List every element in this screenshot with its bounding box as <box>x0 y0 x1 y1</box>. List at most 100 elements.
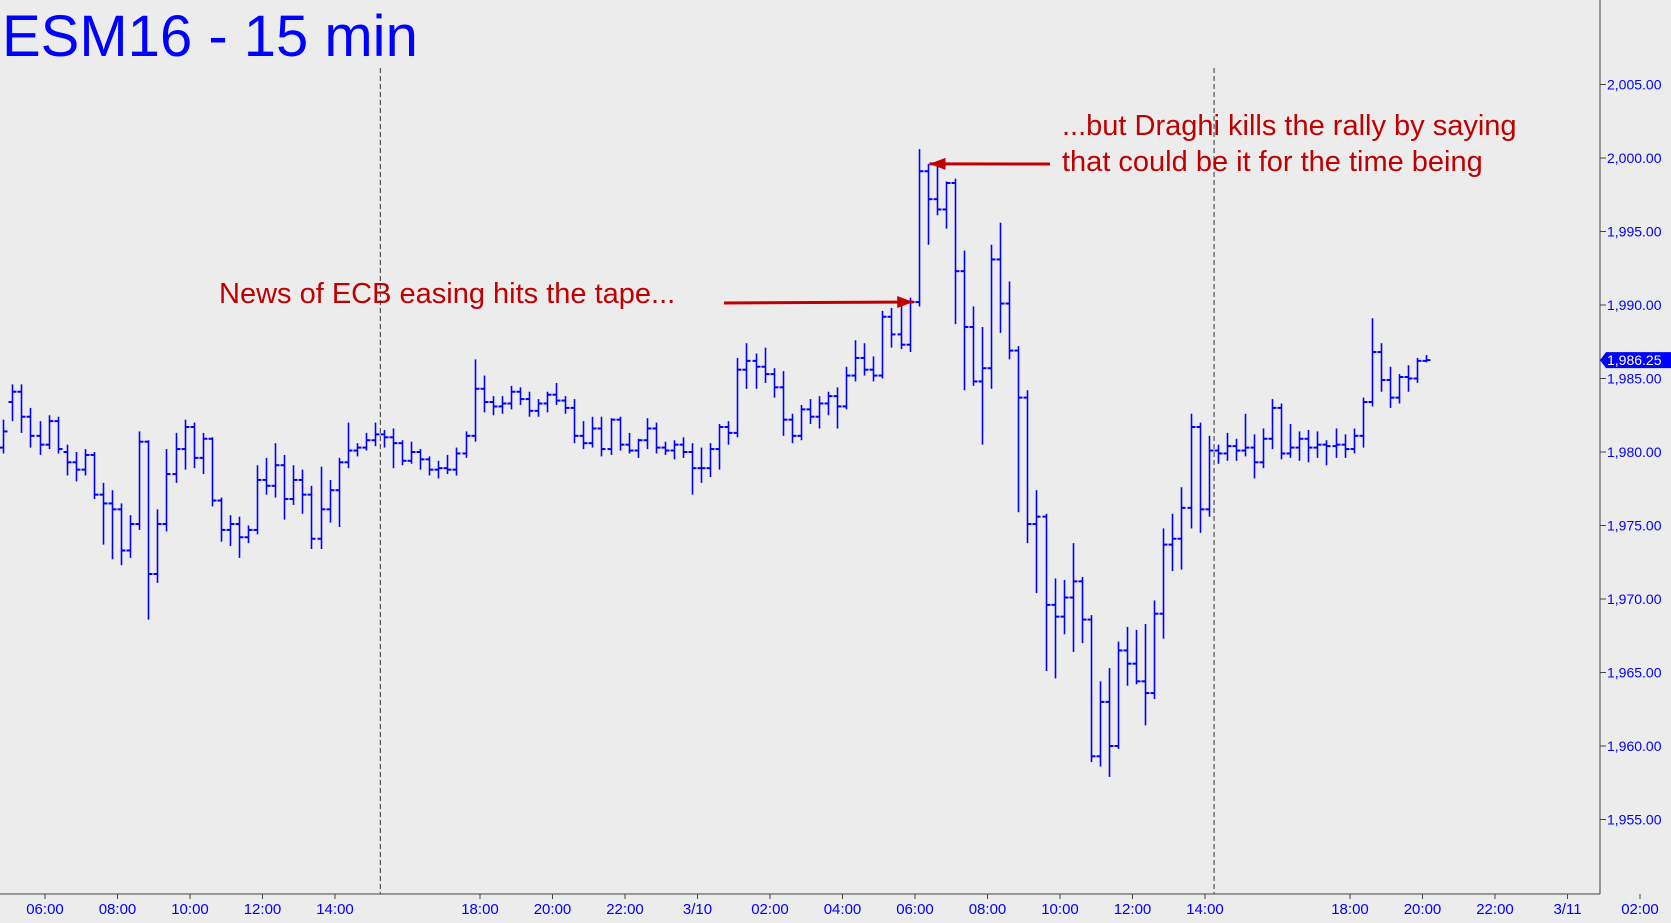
ohlc-bar <box>54 416 63 454</box>
ohlc-bar <box>1014 346 1023 513</box>
annotation: ...but Draghi kills the rally by saying t… <box>929 110 1517 178</box>
ohlc-bar <box>1177 487 1186 570</box>
ohlc-bar <box>135 431 144 530</box>
ohlc-bar <box>72 452 81 482</box>
ohlc-bar <box>489 396 498 416</box>
x-tick-label: 14:00 <box>1186 901 1224 918</box>
ohlc-bar <box>851 340 860 382</box>
x-tick-label: 08:00 <box>99 901 137 918</box>
ohlc-bar <box>1241 413 1250 457</box>
y-tick-label: 1,965.00 <box>1607 665 1662 681</box>
y-tick-label: 1,990.00 <box>1607 297 1662 313</box>
ohlc-bar <box>8 384 17 422</box>
ohlc-bar <box>543 391 552 413</box>
ohlc-bar <box>117 503 126 566</box>
ohlc-bar <box>90 452 99 500</box>
x-tick-label: 08:00 <box>969 901 1007 918</box>
ohlc-bar <box>1304 429 1313 463</box>
ohlc-bar <box>1023 390 1032 544</box>
ohlc-bar <box>1187 413 1196 529</box>
ohlc-bar <box>226 515 235 547</box>
annotation-arrowhead <box>897 296 914 309</box>
ohlc-bar <box>253 465 262 535</box>
y-tick-label: 1,975.00 <box>1607 518 1662 534</box>
ohlc-bar <box>1078 576 1087 644</box>
ohlc-bar <box>1214 444 1223 464</box>
ohlc-bar <box>1005 281 1014 360</box>
x-tick-label: 12:00 <box>244 901 282 918</box>
y-tick-label: 1,995.00 <box>1607 224 1662 240</box>
ohlc-bar <box>1123 626 1132 686</box>
ohlc-bar <box>616 416 625 451</box>
ohlc-bar <box>1114 641 1123 749</box>
ohlc-bar <box>752 353 761 389</box>
ohlc-bar <box>643 418 652 450</box>
ohlc-bar <box>262 457 271 495</box>
ohlc-bar <box>434 460 443 479</box>
ohlc-bar <box>588 416 597 448</box>
ohlc-bar <box>742 343 751 389</box>
ohlc-bar <box>452 447 461 476</box>
x-tick-label: 04:00 <box>824 901 862 918</box>
ohlc-bar <box>869 356 878 382</box>
ohlc-bar <box>1096 681 1105 767</box>
ohlc-bar <box>289 465 298 505</box>
ohlc-bar <box>1377 343 1386 392</box>
x-tick-label: 14:00 <box>316 901 354 918</box>
ohlc-bar <box>1313 431 1322 458</box>
ohlc-bar <box>81 449 90 476</box>
ohlc-bar <box>1250 434 1259 479</box>
ohlc-bar <box>978 327 987 445</box>
ohlc-bar <box>761 347 770 383</box>
ohlc-bar <box>1322 440 1331 466</box>
ohlc-bar <box>933 160 942 216</box>
ohlc-bar <box>534 399 543 417</box>
ohlc-bar <box>969 306 978 386</box>
ohlc-bar <box>190 422 199 469</box>
ohlc-bars <box>0 149 1431 777</box>
ohlc-bar <box>670 440 679 460</box>
ohlc-bar <box>407 441 416 464</box>
ohlc-bar <box>126 515 135 558</box>
ohlc-bar <box>561 396 570 414</box>
ohlc-bar <box>1168 513 1177 572</box>
ohlc-bar <box>1069 543 1078 652</box>
ohlc-bar <box>951 178 960 325</box>
ohlc-bar <box>634 438 643 458</box>
ohlc-bar <box>878 310 887 379</box>
x-tick-label: 3/11 <box>1553 901 1581 918</box>
ohlc-bar <box>770 368 779 398</box>
x-tick-label: 02:00 <box>751 901 789 918</box>
x-tick-label: 18:00 <box>461 901 499 918</box>
ohlc-bar <box>498 396 507 414</box>
annotation-text: ...but Draghi kills the rally by saying <box>1062 110 1517 142</box>
ohlc-bar <box>887 307 896 348</box>
x-tick-label: 20:00 <box>1404 901 1442 918</box>
annotations: News of ECB easing hits the tape... ...bu… <box>219 110 1517 310</box>
ohlc-bar <box>36 421 45 455</box>
ohlc-bar <box>833 387 842 429</box>
ohlc-bar <box>1368 318 1377 407</box>
x-tick-label: 22:00 <box>1476 901 1514 918</box>
ohlc-bar <box>416 449 425 470</box>
ohlc-bar <box>1042 513 1051 672</box>
ohlc-bar <box>1232 438 1241 461</box>
ohlc-bar <box>244 525 253 544</box>
ohlc-bar <box>806 399 815 425</box>
ohlc-bar <box>162 449 171 532</box>
ohlc-bar <box>307 485 316 550</box>
ohlc-bar <box>335 457 344 527</box>
ohlc-bar <box>625 432 634 454</box>
ohlc-bar <box>1159 528 1168 639</box>
ohlc-bar <box>1268 399 1277 450</box>
ohlc-bar <box>1132 629 1141 685</box>
ohlc-bar <box>1332 428 1341 458</box>
ohlc-bar <box>960 250 969 391</box>
ohlc-bar <box>797 404 806 441</box>
ohlc-bar <box>652 422 661 454</box>
ohlc-bar <box>462 431 471 458</box>
ohlc-bar <box>1286 424 1295 458</box>
x-tick-label: 12:00 <box>1114 901 1152 918</box>
x-tick-label: 06:00 <box>26 901 64 918</box>
